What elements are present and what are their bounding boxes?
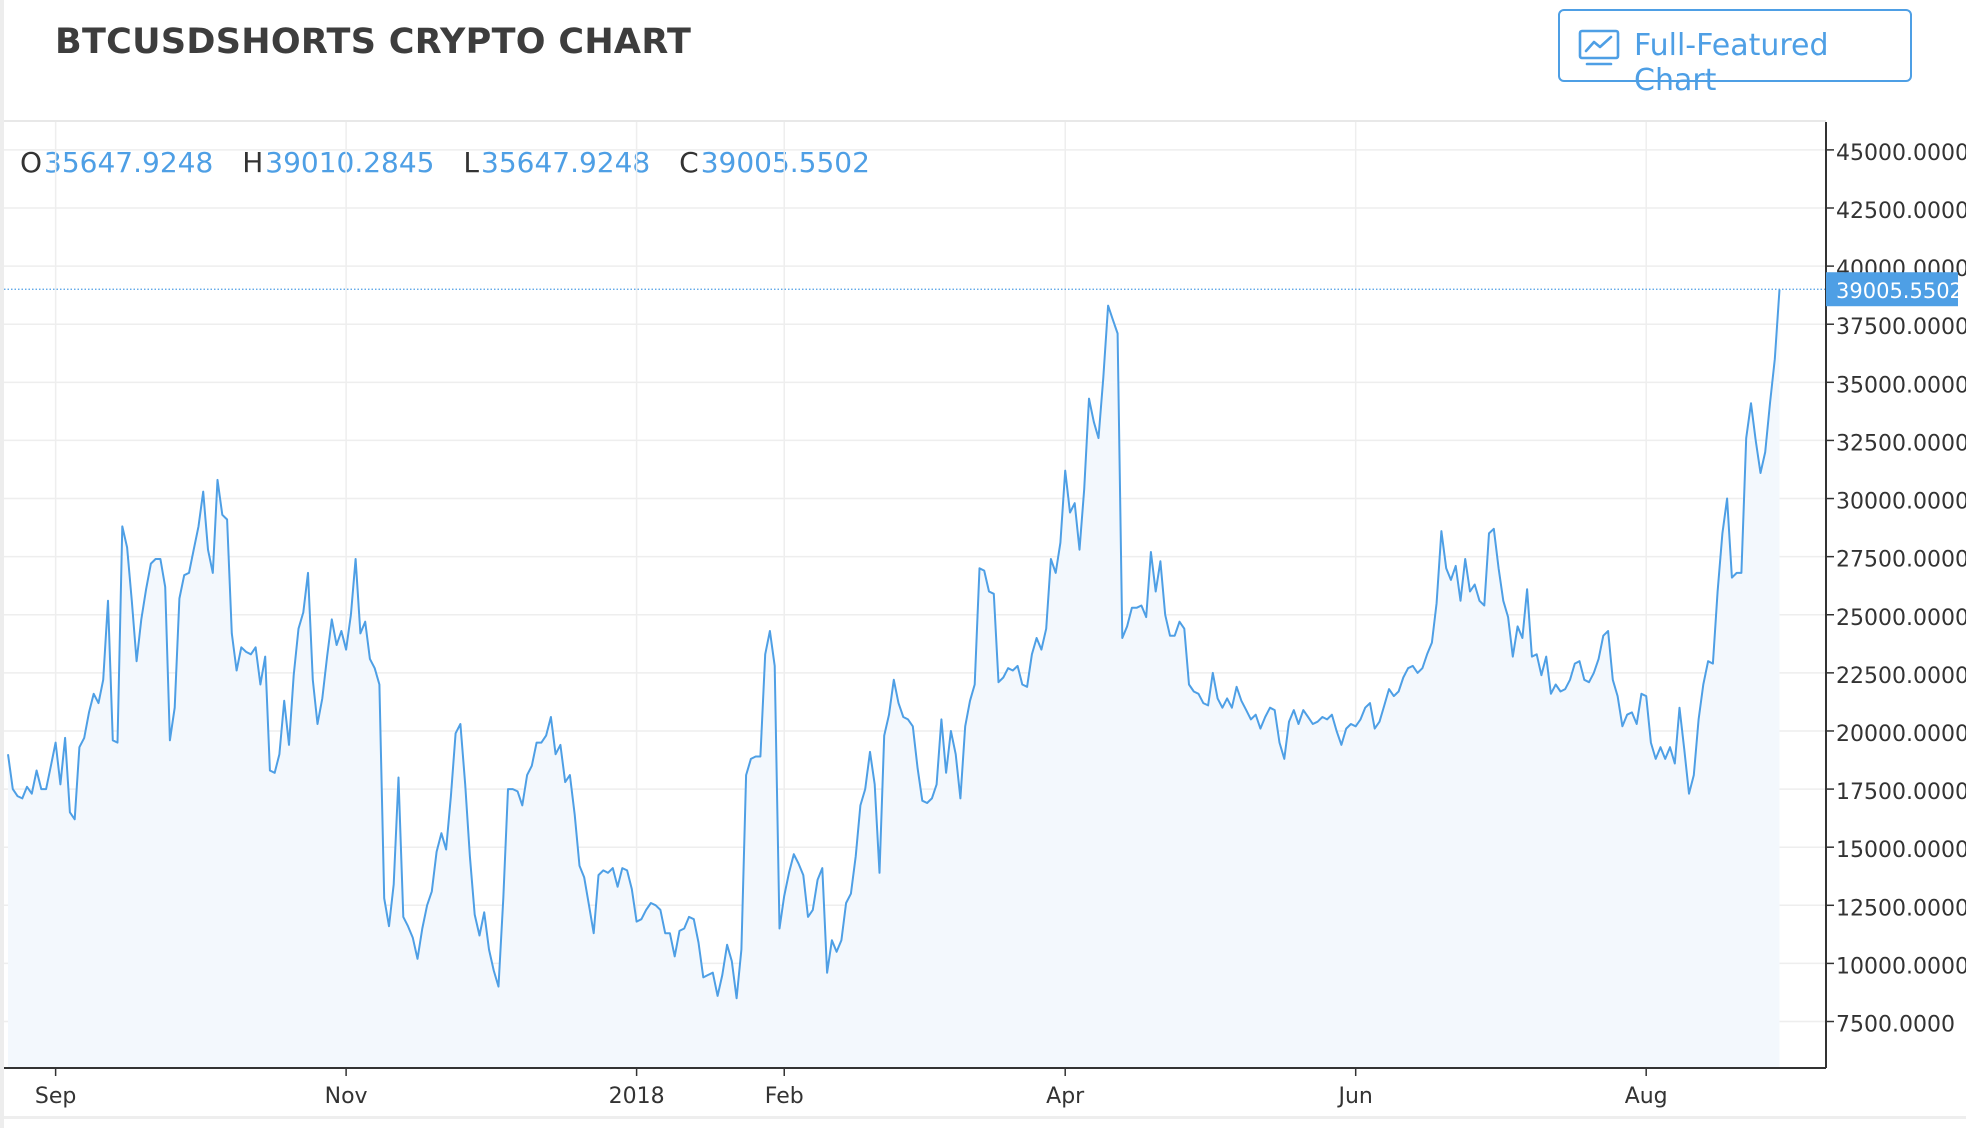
x-tick-label: Aug [1625,1084,1668,1109]
x-axis: Sep Nov 2018 Feb Apr Jun Aug [4,1067,1826,1109]
x-tick-label: Feb [765,1084,804,1109]
y-tick-label: 15000.0000 [1836,838,1966,863]
full-featured-chart-label: Full-Featured Chart [1634,28,1829,98]
x-tick-label: 2018 [609,1084,665,1109]
line-chart-icon [1578,29,1620,66]
y-tick-label: 20000.0000 [1836,722,1966,747]
last-price-tag: 39005.5502 [1826,272,1963,307]
x-tick-label: Sep [35,1084,76,1109]
y-tick-label: 17500.0000 [1836,780,1966,805]
y-tick-label: 30000.0000 [1836,490,1966,515]
full-featured-chart-button[interactable]: Full-Featured Chart [1558,9,1912,98]
ohlc-legend: O35647.9248 H39010.2845 L35647.9248 C390… [20,146,890,179]
high-key: H [242,146,264,179]
y-tick-label: 10000.0000 [1836,954,1966,979]
footer-divider [4,1116,1966,1119]
x-tick-label: Jun [1337,1084,1373,1109]
y-tick-label: 45000.0000 [1836,141,1966,166]
price-line[interactable] [7,289,1781,1000]
y-tick-label: 32500.0000 [1836,431,1966,456]
y-tick-label: 42500.0000 [1836,199,1966,224]
open-value: 35647.9248 [44,146,214,179]
y-tick-label: 35000.0000 [1836,373,1966,398]
last-price-tag-bg [1826,272,1958,307]
chart-title: BTCUSDSHORTS CRYPTO CHART [55,22,692,62]
y-axis[interactable]: 45000.000042500.000040000.000037500.0000… [1825,122,1966,1068]
y-tick-label: 25000.0000 [1836,606,1966,631]
close-value: 39005.5502 [700,146,870,179]
y-tick-label: 22500.0000 [1836,664,1966,689]
low-value: 35647.9248 [481,146,651,179]
close-key: C [679,146,699,179]
header-divider [4,120,1826,122]
last-price-tag-label: 39005.5502 [1836,279,1963,303]
y-tick-label: 7500.0000 [1836,1013,1955,1038]
y-tick-label: 12500.0000 [1836,896,1966,921]
frame-border [0,0,4,1128]
y-tick-label: 27500.0000 [1836,548,1966,573]
y-tick-label: 37500.0000 [1836,315,1966,340]
price-area-fill [8,289,1780,1068]
low-key: L [463,146,479,179]
chart-header: BTCUSDSHORTS CRYPTO CHART Full-Featured … [0,0,1966,118]
x-tick-label: Nov [325,1084,368,1109]
x-tick-label: Apr [1046,1084,1085,1109]
high-value: 39010.2845 [265,146,435,179]
open-key: O [20,146,43,179]
